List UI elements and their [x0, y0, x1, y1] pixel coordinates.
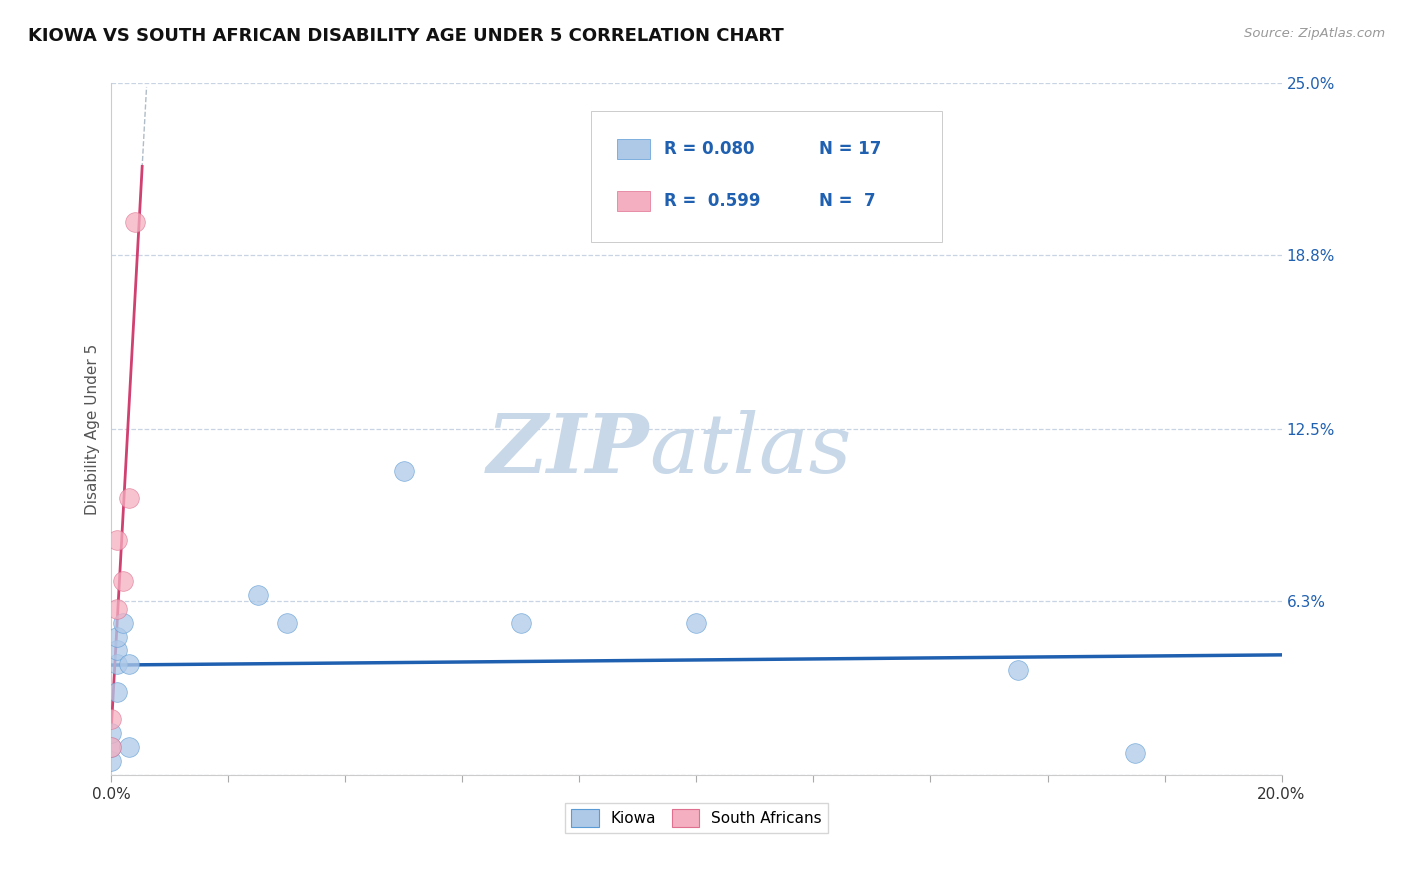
Text: atlas: atlas	[650, 409, 852, 490]
Point	[100, 740, 122, 755]
Point	[105, 657, 128, 672]
Point	[118, 740, 141, 755]
Point	[100, 726, 122, 740]
Point	[105, 685, 128, 699]
Point	[112, 574, 135, 589]
Bar	[617, 139, 650, 159]
Text: ZIP: ZIP	[486, 409, 650, 490]
Point	[100, 740, 122, 755]
Point	[105, 643, 128, 657]
Point	[685, 615, 707, 630]
Y-axis label: Disability Age Under 5: Disability Age Under 5	[86, 343, 100, 515]
Point	[105, 533, 128, 547]
Point	[392, 464, 415, 478]
Text: R = 0.080: R = 0.080	[664, 140, 754, 158]
Bar	[617, 191, 650, 211]
Text: N = 17: N = 17	[820, 140, 882, 158]
FancyBboxPatch shape	[591, 112, 942, 243]
Point	[105, 602, 128, 616]
Point	[124, 215, 146, 229]
Point	[118, 491, 141, 506]
Point	[100, 754, 122, 768]
Point	[118, 657, 141, 672]
Point	[1123, 746, 1146, 760]
Text: Source: ZipAtlas.com: Source: ZipAtlas.com	[1244, 27, 1385, 40]
Point	[100, 713, 122, 727]
Point	[105, 630, 128, 644]
Legend: Kiowa, South Africans: Kiowa, South Africans	[565, 803, 828, 833]
Text: N =  7: N = 7	[820, 192, 876, 210]
Text: KIOWA VS SOUTH AFRICAN DISABILITY AGE UNDER 5 CORRELATION CHART: KIOWA VS SOUTH AFRICAN DISABILITY AGE UN…	[28, 27, 785, 45]
Point	[1007, 663, 1029, 677]
Point	[112, 615, 135, 630]
Point	[276, 615, 298, 630]
Point	[510, 615, 533, 630]
Text: R =  0.599: R = 0.599	[664, 192, 761, 210]
Point	[246, 588, 269, 602]
